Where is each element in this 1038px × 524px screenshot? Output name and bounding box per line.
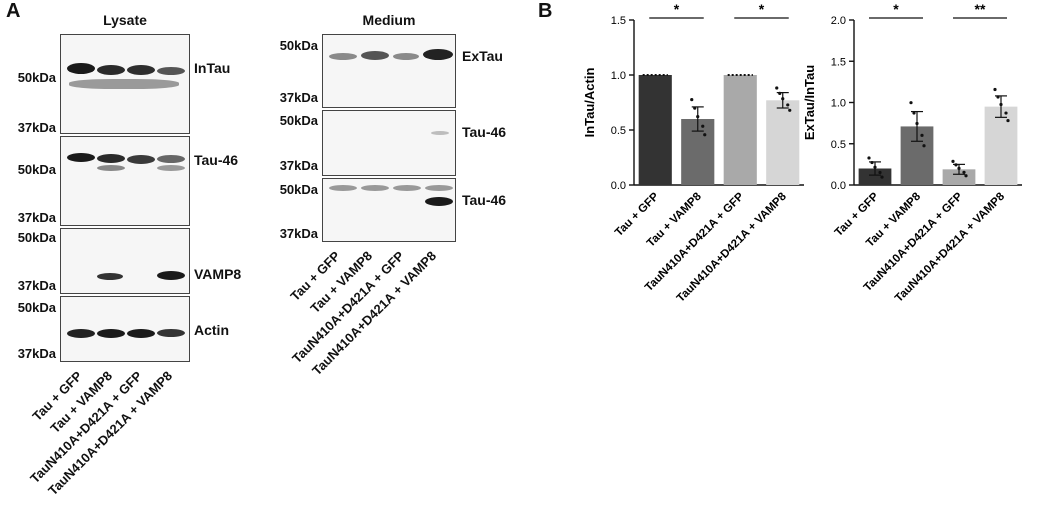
y-tick-label: 1.0 <box>831 98 846 110</box>
mw-37-medium-tau46-2: 37kDa <box>279 226 318 241</box>
blot-label-actin: Actin <box>194 322 229 338</box>
data-point <box>912 111 916 115</box>
blot-vamp8 <box>60 228 190 294</box>
mw-50-medium-tau46-1: 50kDa <box>279 113 318 128</box>
mw-37-tau46: 37kDa <box>17 210 56 225</box>
mw-37-intau: 37kDa <box>17 120 56 135</box>
data-point <box>954 163 958 167</box>
data-point <box>1004 111 1008 115</box>
mw-50-tau46: 50kDa <box>17 162 56 177</box>
data-point <box>696 114 700 119</box>
mw-50-extau: 50kDa <box>279 38 318 53</box>
blot-label-tau46-medium-1: Tau-46 <box>462 124 507 140</box>
data-point <box>781 97 785 101</box>
y-tick-label: 0.0 <box>611 180 626 192</box>
significance-label: * <box>893 1 899 17</box>
data-point <box>922 144 926 148</box>
bar <box>984 106 1018 185</box>
blot-tau46-medium-2 <box>322 178 456 242</box>
bar <box>858 168 892 185</box>
data-point <box>778 91 782 95</box>
lysate-title: Lysate <box>103 12 147 28</box>
significance-label: * <box>759 1 765 17</box>
mw-37-vamp8: 37kDa <box>17 278 56 293</box>
blot-label-intau: InTau <box>194 60 231 76</box>
blot-label-tau46-medium-2: Tau-46 <box>462 192 507 208</box>
y-tick-label: 1.0 <box>611 70 626 82</box>
bar <box>723 75 757 185</box>
data-point <box>693 106 697 110</box>
data-point <box>962 170 966 174</box>
mw-37-medium-tau46-1: 37kDa <box>279 158 318 173</box>
blot-actin <box>60 296 190 362</box>
blot-label-tau46-lysate: Tau-46 <box>194 152 239 168</box>
data-point <box>878 170 882 175</box>
mw-50-medium-tau46-2: 50kDa <box>279 182 318 197</box>
data-point <box>996 95 1000 99</box>
bar <box>942 169 976 185</box>
panel-a-letter: A <box>6 0 21 22</box>
data-point <box>867 156 871 160</box>
significance-label: * <box>674 1 680 17</box>
y-tick-label: 1.5 <box>611 15 626 27</box>
data-point <box>915 121 919 126</box>
mw-50-intau: 50kDa <box>17 70 56 85</box>
mw-37-extau: 37kDa <box>279 90 318 105</box>
data-point <box>703 133 707 137</box>
medium-title: Medium <box>362 12 416 28</box>
data-point <box>775 86 779 90</box>
data-point <box>690 98 694 102</box>
y-tick-label: 0.0 <box>831 180 846 192</box>
blot-extau <box>322 34 456 108</box>
blot-intau <box>60 34 190 134</box>
data-point <box>964 174 968 178</box>
data-point <box>701 124 705 128</box>
mw-37-actin: 37kDa <box>17 346 56 361</box>
significance-label: ** <box>975 1 986 17</box>
mw-50-vamp8: 50kDa <box>17 230 56 245</box>
blot-label-extau: ExTau <box>462 48 503 64</box>
blot-tau46-medium-1 <box>322 110 456 176</box>
data-point <box>993 87 997 92</box>
y-tick-label: 0.5 <box>611 125 626 137</box>
data-point <box>880 175 884 179</box>
y-tick-label: 2.0 <box>831 15 846 27</box>
data-point <box>999 102 1003 107</box>
data-point <box>873 165 877 169</box>
bar <box>638 75 672 185</box>
data-point <box>870 160 874 165</box>
y-tick-label: 0.5 <box>831 139 846 151</box>
data-point <box>1006 118 1010 123</box>
y-axis-label: InTau/Actin <box>582 68 597 138</box>
blot-tau46-lysate <box>60 136 190 226</box>
y-tick-label: 1.5 <box>831 56 846 68</box>
data-point <box>909 101 913 105</box>
mw-50-actin: 50kDa <box>17 300 56 315</box>
bar <box>766 100 800 185</box>
data-point <box>786 103 790 107</box>
blot-label-vamp8: VAMP8 <box>194 266 242 282</box>
data-point <box>951 159 955 164</box>
panel-b-letter: B <box>538 0 553 22</box>
data-point <box>957 166 961 170</box>
y-axis-label: ExTau/InTau <box>802 65 817 140</box>
data-point <box>920 133 924 137</box>
data-point <box>788 108 792 112</box>
